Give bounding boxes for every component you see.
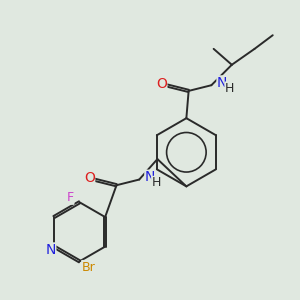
Text: Br: Br (82, 260, 96, 274)
Text: N: N (45, 243, 56, 257)
Text: O: O (156, 77, 167, 91)
Text: N: N (217, 76, 227, 90)
Text: N: N (145, 170, 155, 184)
Text: H: H (152, 176, 161, 190)
Text: H: H (225, 82, 234, 95)
Text: O: O (84, 171, 95, 185)
Text: F: F (67, 191, 74, 204)
